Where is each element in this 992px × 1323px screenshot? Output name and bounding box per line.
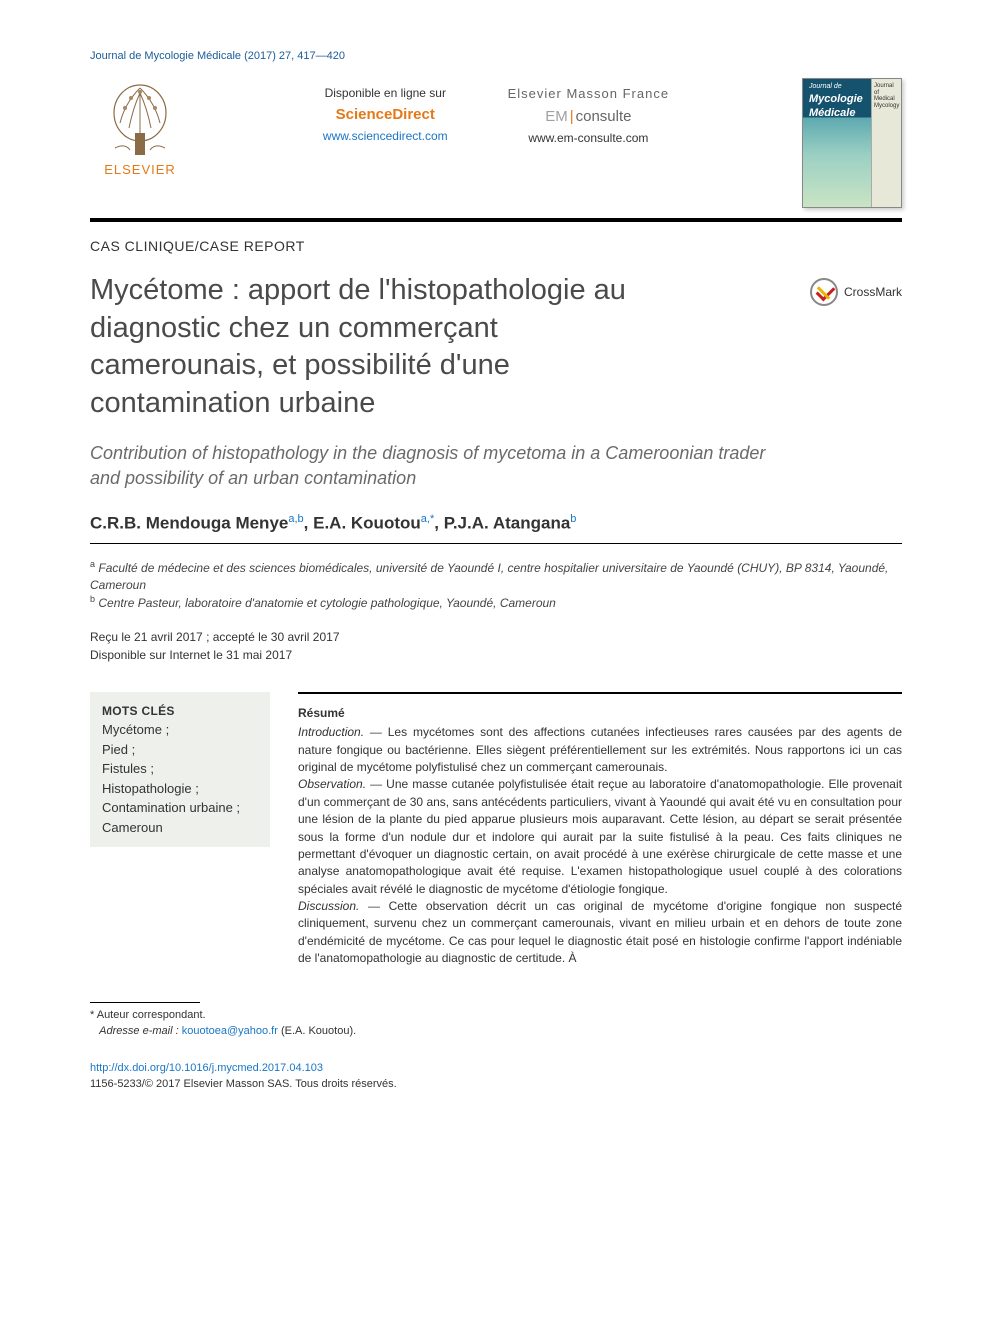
obs-label: Observation. — xyxy=(298,777,382,791)
author-3: P.J.A. Atangana xyxy=(444,514,571,533)
article-title: Mycétome : apport de l'histopathologie a… xyxy=(90,272,650,423)
author-2-sup[interactable]: a, xyxy=(421,513,430,525)
copyright-line: 1156-5233/© 2017 Elsevier Masson SAS. To… xyxy=(90,1076,902,1093)
affiliation-a: a Faculté de médecine et des sciences bi… xyxy=(90,558,902,594)
keyword-1: Mycétome ; xyxy=(102,720,258,740)
header-mid-links: Disponible en ligne sur ScienceDirect ww… xyxy=(210,78,782,148)
author-2-star[interactable]: * xyxy=(430,513,434,525)
em-label: Elsevier Masson France xyxy=(508,84,669,105)
crossmark-badge[interactable]: CrossMark xyxy=(810,272,902,306)
author-3-sup[interactable]: b xyxy=(570,513,576,525)
keywords-title: MOTS CLÉS xyxy=(102,702,258,720)
title-row: Mycétome : apport de l'histopathologie a… xyxy=(90,272,902,423)
abstract-title: Résumé xyxy=(298,706,902,720)
intro-label: Introduction. — xyxy=(298,725,382,739)
sciencedirect-logo: ScienceDirect xyxy=(323,103,448,127)
elsevier-logo-block: ELSEVIER xyxy=(90,78,190,177)
cover-line1: Journal de xyxy=(809,83,842,90)
email-author: (E.A. Kouotou). xyxy=(281,1025,356,1037)
corresponding-label: * Auteur correspondant. xyxy=(90,1007,902,1024)
date-received: Reçu le 21 avril 2017 ; accepté le 30 av… xyxy=(90,628,902,646)
disc-label: Discussion. — xyxy=(298,899,380,913)
consulte-text: consulte xyxy=(576,108,632,125)
date-online: Disponible sur Internet le 31 mai 2017 xyxy=(90,646,902,664)
abstract-top-rule xyxy=(298,692,902,694)
authors-line: C.R.B. Mendouga Menyea,b, E.A. Kouotoua,… xyxy=(90,513,902,537)
intro-text: Les mycétomes sont des affections cutané… xyxy=(298,725,902,774)
cover-side: Journal of Medical Mycology xyxy=(871,79,901,207)
disc-text: Cette observation décrit un cas original… xyxy=(298,899,902,965)
sciencedirect-link[interactable]: www.sciencedirect.com xyxy=(323,127,448,146)
authors-divider xyxy=(90,543,902,544)
abstract-text: Introduction. — Les mycétomes sont des a… xyxy=(298,724,902,967)
footnote-separator xyxy=(90,1002,200,1003)
doi-block: http://dx.doi.org/10.1016/j.mycmed.2017.… xyxy=(90,1060,902,1093)
crossmark-icon xyxy=(810,278,838,306)
email-line: Adresse e-mail : kouotoea@yahoo.fr (E.A.… xyxy=(90,1023,902,1040)
em-bar: | xyxy=(568,108,576,125)
emconsulte-link[interactable]: www.em-consulte.com xyxy=(508,129,669,148)
cover-side1: Journal of xyxy=(874,83,894,96)
affiliation-a-text: Faculté de médecine et des sciences biom… xyxy=(90,561,888,592)
affiliation-b-text: Centre Pasteur, laboratoire d'anatomie e… xyxy=(98,596,555,610)
author-1: C.R.B. Mendouga Menye xyxy=(90,514,288,533)
article-subtitle: Contribution of histopathology in the di… xyxy=(90,441,770,491)
author-2: E.A. Kouotou xyxy=(313,514,421,533)
doi-link[interactable]: http://dx.doi.org/10.1016/j.mycmed.2017.… xyxy=(90,1060,902,1077)
emconsulte-block: Elsevier Masson France EM|consulte www.e… xyxy=(508,84,669,148)
journal-cover: Journal de Mycologie Médicale Journal of… xyxy=(802,78,902,208)
elsevier-label: ELSEVIER xyxy=(104,162,176,177)
content-two-col: MOTS CLÉS Mycétome ; Pied ; Fistules ; H… xyxy=(90,692,902,967)
keyword-5: Contamination urbaine ; xyxy=(102,798,258,818)
affiliations: a Faculté de médecine et des sciences bi… xyxy=(90,558,902,612)
affiliation-b: b Centre Pasteur, laboratoire d'anatomie… xyxy=(90,593,902,612)
sd-available-label: Disponible en ligne sur xyxy=(323,84,448,103)
keyword-6: Cameroun xyxy=(102,818,258,838)
section-label: CAS CLINIQUE/CASE REPORT xyxy=(90,238,902,272)
cover-side3: Mycology xyxy=(874,103,899,109)
keyword-3: Fistules ; xyxy=(102,759,258,779)
crossmark-label: CrossMark xyxy=(844,285,902,299)
sciencedirect-block: Disponible en ligne sur ScienceDirect ww… xyxy=(323,84,448,148)
author-1-sup[interactable]: a,b xyxy=(288,513,303,525)
keyword-2: Pied ; xyxy=(102,740,258,760)
abstract-column: Résumé Introduction. — Les mycétomes son… xyxy=(298,692,902,967)
keyword-4: Histopathologie ; xyxy=(102,779,258,799)
keywords-box: MOTS CLÉS Mycétome ; Pied ; Fistules ; H… xyxy=(90,692,270,847)
article-dates: Reçu le 21 avril 2017 ; accepté le 30 av… xyxy=(90,628,902,664)
obs-text: Une masse cutanée polyfistulisée était r… xyxy=(298,777,902,895)
email-link[interactable]: kouotoea@yahoo.fr xyxy=(182,1025,278,1037)
cover-side2: Medical xyxy=(874,96,895,102)
header-row: ELSEVIER Disponible en ligne sur Science… xyxy=(90,78,902,218)
em-text: EM xyxy=(545,108,568,125)
corresponding-footnote: * Auteur correspondant. Adresse e-mail :… xyxy=(90,1007,902,1040)
elsevier-tree-icon xyxy=(105,78,175,158)
email-label: Adresse e-mail : xyxy=(99,1025,178,1037)
journal-citation: Journal de Mycologie Médicale (2017) 27,… xyxy=(90,50,902,78)
header-divider xyxy=(90,218,902,222)
emconsulte-logo: EM|consulte xyxy=(508,105,669,129)
